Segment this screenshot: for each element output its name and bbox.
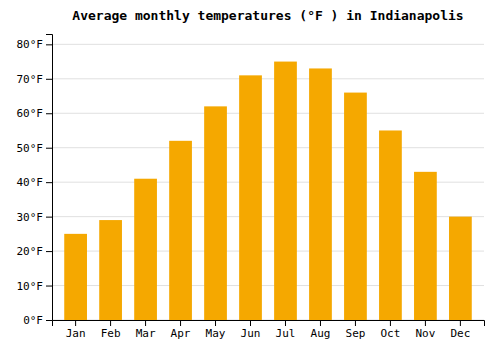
bar xyxy=(204,106,227,320)
y-tick-mark xyxy=(46,251,52,252)
x-tick-mark xyxy=(250,320,251,326)
y-tick-label: 10°F xyxy=(17,280,44,293)
x-tick: Aug xyxy=(311,320,331,340)
y-tick: 80°F xyxy=(17,38,53,51)
x-tick-mark xyxy=(320,320,321,326)
x-tick-mark xyxy=(460,320,461,326)
y-tick: 20°F xyxy=(17,245,53,258)
x-axis: Jan Feb Mar Apr May Jun Jul Aug Sep Oct Nov Dec xyxy=(53,320,485,340)
grid-line xyxy=(52,44,484,45)
bar xyxy=(344,93,367,320)
bar xyxy=(134,179,157,320)
x-tick-label: Sep xyxy=(346,327,366,340)
x-tick: Mar xyxy=(136,320,156,340)
y-axis: 0°F 10°F 20°F 30°F 40°F 50°F 60°F 70°F 80°F xyxy=(17,35,53,328)
y-tick-label: 60°F xyxy=(17,107,44,120)
y-tick: 60°F xyxy=(17,107,53,120)
x-tick: Jan xyxy=(66,320,86,340)
bar xyxy=(169,141,192,320)
x-tick-label: Jan xyxy=(66,327,86,340)
x-tick: Nov xyxy=(415,320,435,340)
bar xyxy=(379,130,402,320)
plot: 0°F 10°F 20°F 30°F 40°F 50°F 60°F 70°F 80°F Jan Fe… xyxy=(17,35,485,340)
bar xyxy=(414,172,437,320)
chart: 0°F 10°F 20°F 30°F 40°F 50°F 60°F 70°F 80°F Jan Fe… xyxy=(0,0,500,350)
x-tick-label: May xyxy=(206,327,226,340)
bar xyxy=(99,220,122,320)
y-tick-label: 20°F xyxy=(17,245,44,258)
x-tick: Feb xyxy=(101,320,121,340)
y-tick-mark xyxy=(46,182,52,183)
x-tick-label: Mar xyxy=(136,327,156,340)
grid-line xyxy=(52,78,484,79)
x-tick-label: Jun xyxy=(241,327,261,340)
y-tick-mark xyxy=(46,286,52,287)
y-tick-mark xyxy=(46,44,52,45)
grid-line xyxy=(52,113,484,114)
y-tick-mark xyxy=(46,320,52,321)
x-tick-label: Aug xyxy=(311,327,331,340)
y-tick-mark xyxy=(46,79,52,80)
y-tick-label: 50°F xyxy=(17,142,44,155)
x-tick-label: Apr xyxy=(171,327,191,340)
x-tick-mark xyxy=(145,320,146,326)
x-tick-mark xyxy=(390,320,391,326)
y-tick: 70°F xyxy=(17,73,53,86)
x-tick-label: Jul xyxy=(276,327,296,340)
y-tick: 30°F xyxy=(17,211,53,224)
y-tick: 0°F xyxy=(23,314,52,327)
y-axis-line xyxy=(46,35,53,321)
grid-line xyxy=(52,147,484,148)
x-axis-line xyxy=(53,321,485,327)
bars xyxy=(64,62,472,320)
bar xyxy=(449,217,472,320)
y-tick: 10°F xyxy=(17,280,53,293)
bar xyxy=(64,234,87,320)
x-tick-label: Dec xyxy=(450,327,470,340)
x-tick-label: Nov xyxy=(415,327,435,340)
x-tick-label: Oct xyxy=(380,327,400,340)
x-tick-mark xyxy=(215,320,216,326)
x-tick: Jul xyxy=(276,320,296,340)
y-tick: 50°F xyxy=(17,142,53,155)
y-tick-label: 70°F xyxy=(17,73,44,86)
x-tick: Apr xyxy=(171,320,191,340)
y-tick-mark xyxy=(46,217,52,218)
y-tick: 40°F xyxy=(17,176,53,189)
bar xyxy=(309,68,332,320)
y-tick-label: 30°F xyxy=(17,211,44,224)
bar xyxy=(239,75,262,320)
y-tick-label: 80°F xyxy=(17,38,44,51)
bar xyxy=(274,62,297,320)
y-tick-label: 40°F xyxy=(17,176,44,189)
x-tick: Oct xyxy=(380,320,400,340)
x-tick: Dec xyxy=(450,320,470,340)
y-tick-label: 0°F xyxy=(23,314,43,327)
y-tick-mark xyxy=(46,148,52,149)
x-tick-mark xyxy=(110,320,111,326)
x-tick-mark xyxy=(180,320,181,326)
x-tick-label: Feb xyxy=(101,327,121,340)
x-tick: Sep xyxy=(346,320,366,340)
title: Average monthly temperatures (°F ) in In… xyxy=(72,8,463,23)
grid xyxy=(52,44,484,320)
y-tick-mark xyxy=(46,113,52,114)
x-tick-mark xyxy=(425,320,426,326)
x-tick-mark xyxy=(285,320,286,326)
x-tick-mark xyxy=(75,320,76,326)
x-tick: May xyxy=(206,320,226,340)
x-tick: Jun xyxy=(241,320,261,340)
x-tick-mark xyxy=(355,320,356,326)
